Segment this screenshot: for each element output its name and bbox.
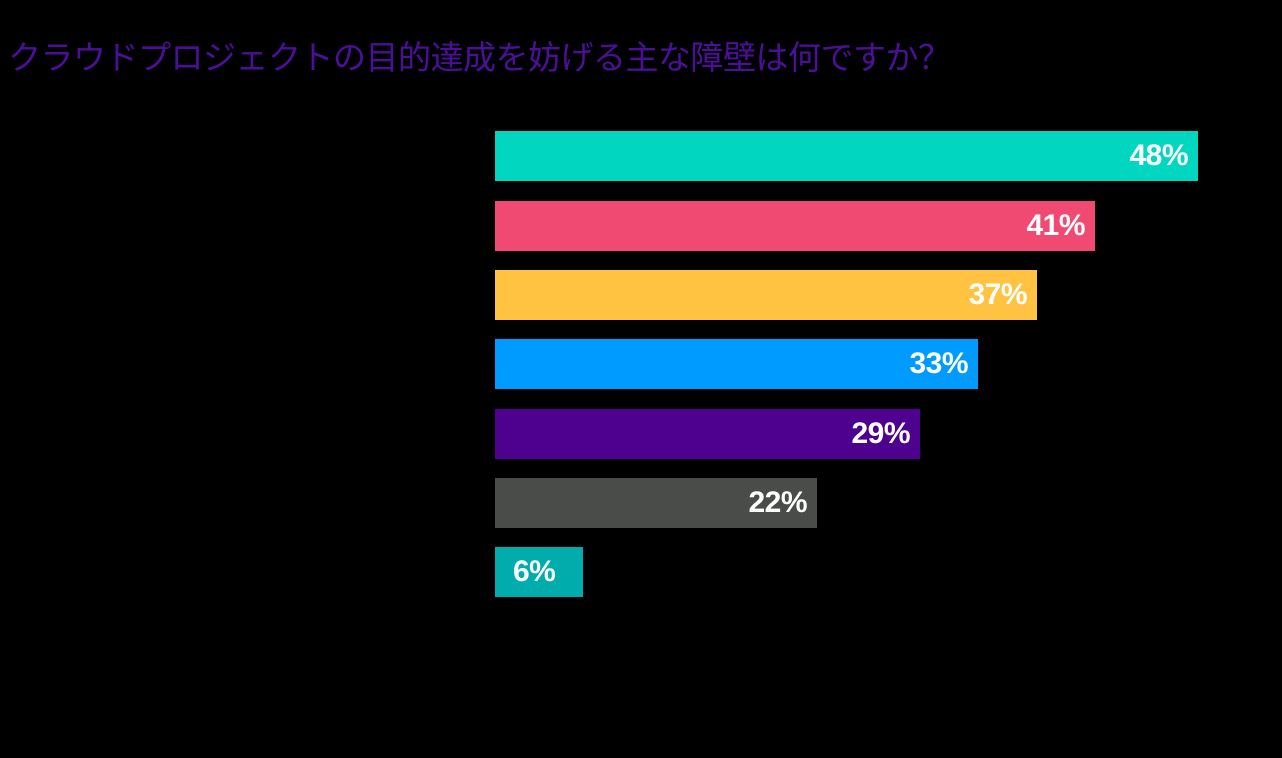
bar: [495, 478, 817, 528]
bar-value-label: 48%: [1129, 139, 1188, 172]
bar: [495, 270, 1037, 320]
bar: [495, 547, 583, 597]
bar-row: 33%: [495, 339, 978, 389]
chart-title: クラウドプロジェクトの目的達成を妨げる主な障壁は何ですか？: [8, 38, 951, 77]
bar: [495, 131, 1198, 181]
bar-row: 22%: [495, 478, 817, 528]
bar-value-label: 22%: [748, 486, 807, 519]
bar: [495, 339, 978, 389]
bar-row: 6%: [495, 547, 583, 597]
bar-row: 29%: [495, 409, 920, 459]
bar-value-label: 6%: [513, 555, 556, 588]
bar-row: 48%: [495, 131, 1198, 181]
bar: [495, 409, 920, 459]
bar-value-label: 29%: [851, 417, 910, 450]
bar-value-label: 33%: [909, 347, 968, 380]
bar-row: 41%: [495, 201, 1095, 251]
bar-value-label: 37%: [968, 278, 1027, 311]
bar-row: 37%: [495, 270, 1037, 320]
bar: [495, 201, 1095, 251]
bar-value-label: 41%: [1026, 209, 1085, 242]
